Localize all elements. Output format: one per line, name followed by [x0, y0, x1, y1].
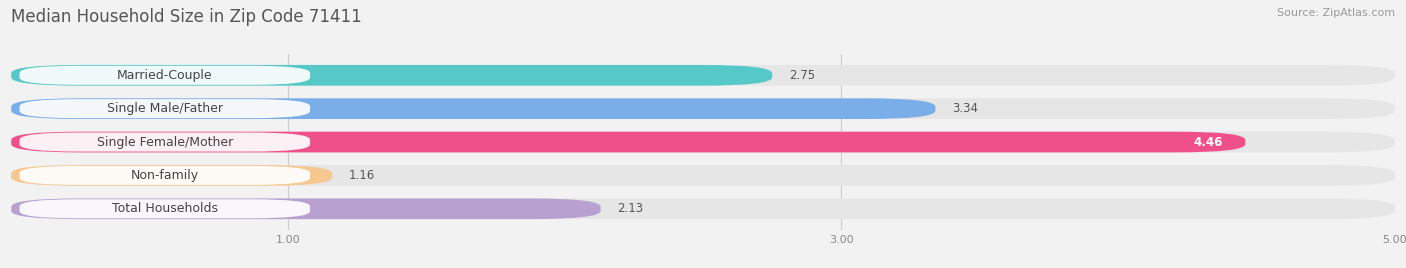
Text: 2.13: 2.13: [617, 202, 644, 215]
FancyBboxPatch shape: [11, 65, 772, 86]
Text: Median Household Size in Zip Code 71411: Median Household Size in Zip Code 71411: [11, 8, 361, 26]
FancyBboxPatch shape: [11, 65, 1395, 86]
Text: 3.34: 3.34: [952, 102, 979, 115]
FancyBboxPatch shape: [20, 133, 311, 151]
FancyBboxPatch shape: [11, 165, 332, 186]
Text: 1.16: 1.16: [349, 169, 375, 182]
Text: Married-Couple: Married-Couple: [117, 69, 212, 82]
Text: Source: ZipAtlas.com: Source: ZipAtlas.com: [1277, 8, 1395, 18]
FancyBboxPatch shape: [11, 132, 1395, 152]
FancyBboxPatch shape: [11, 98, 1395, 119]
Text: Total Households: Total Households: [112, 202, 218, 215]
Text: Non-family: Non-family: [131, 169, 198, 182]
FancyBboxPatch shape: [20, 166, 311, 185]
Text: 2.75: 2.75: [789, 69, 815, 82]
FancyBboxPatch shape: [11, 198, 600, 219]
FancyBboxPatch shape: [11, 98, 935, 119]
Text: Single Male/Father: Single Male/Father: [107, 102, 222, 115]
FancyBboxPatch shape: [11, 132, 1246, 152]
FancyBboxPatch shape: [20, 199, 311, 218]
FancyBboxPatch shape: [20, 66, 311, 85]
FancyBboxPatch shape: [20, 99, 311, 118]
FancyBboxPatch shape: [11, 165, 1395, 186]
FancyBboxPatch shape: [11, 198, 1395, 219]
Text: Single Female/Mother: Single Female/Mother: [97, 136, 233, 148]
Text: 4.46: 4.46: [1194, 136, 1223, 148]
